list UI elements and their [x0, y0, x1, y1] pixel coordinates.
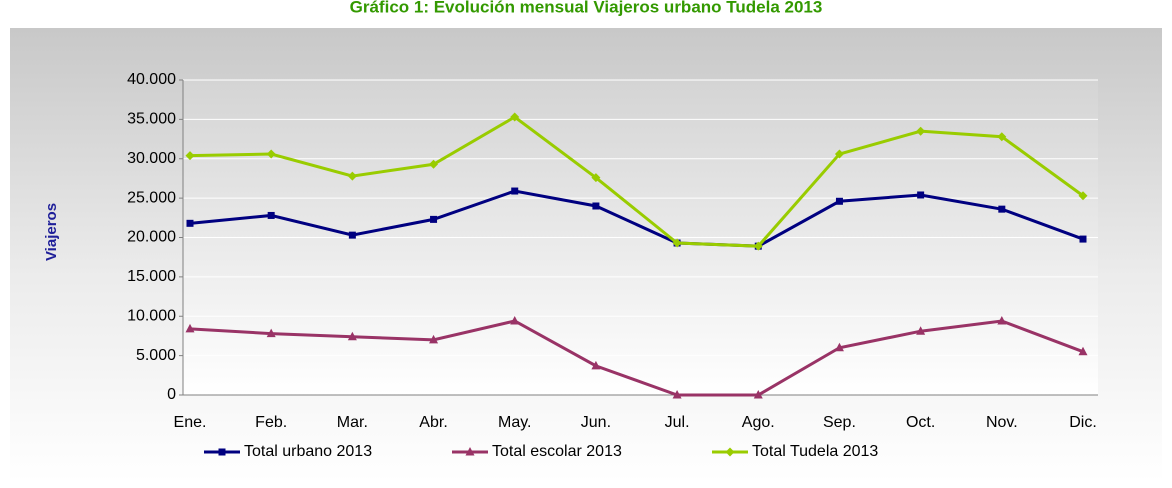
point [1078, 191, 1088, 201]
point [430, 215, 438, 223]
point [510, 315, 520, 325]
x-tick-label: Dic. [1069, 414, 1097, 431]
point [916, 126, 926, 136]
x-tick-label: Feb. [255, 414, 287, 431]
x-tick-label: Oct. [906, 414, 935, 431]
chart-title: Gráfico 1: Evolución mensual Viajeros ur… [350, 0, 823, 16]
point [998, 205, 1006, 213]
point [753, 390, 763, 399]
point [591, 360, 601, 370]
point [753, 241, 763, 251]
series-line [189, 189, 1084, 248]
x-tick-label: Abr. [419, 414, 447, 431]
legend-marker [218, 448, 226, 456]
x-tick-label: Mar. [337, 414, 368, 431]
x-tick-label: Nov. [986, 414, 1018, 431]
series-line [189, 319, 1084, 397]
x-tick-label: Ene. [174, 414, 207, 431]
y-tick-label: 0 [167, 386, 176, 403]
legend-label: Total Tudela 2013 [752, 443, 878, 460]
point [429, 159, 439, 169]
legend-label: Total urbano 2013 [244, 443, 372, 460]
point [1079, 235, 1087, 243]
point [834, 149, 844, 159]
y-tick-label: 5.000 [136, 347, 176, 364]
point [1078, 346, 1088, 356]
x-tick-label: Jul. [665, 414, 690, 431]
y-tick-label: 40.000 [127, 71, 176, 88]
y-tick-label: 20.000 [127, 229, 176, 246]
x-tick-label: May. [498, 414, 531, 431]
point [267, 211, 275, 219]
y-tick-label: 25.000 [127, 189, 176, 206]
point [835, 197, 843, 205]
point [997, 315, 1007, 325]
point [834, 342, 844, 352]
y-tick-label: 15.000 [127, 268, 176, 285]
point [510, 112, 520, 122]
x-tick-label: Ago. [742, 414, 775, 431]
y-axis-label: Viajeros [43, 203, 60, 261]
y-tick-label: 35.000 [127, 111, 176, 128]
point [185, 151, 195, 161]
point [347, 171, 357, 181]
point [997, 132, 1007, 142]
x-tick-label: Sep. [823, 414, 856, 431]
point [186, 219, 194, 227]
legend-marker [465, 447, 475, 456]
point [591, 173, 601, 183]
point [672, 238, 682, 248]
series-line [189, 115, 1084, 248]
x-tick-label: Jun. [581, 414, 611, 431]
point [511, 187, 519, 195]
legend-marker [725, 447, 735, 457]
point [348, 231, 356, 239]
point [429, 334, 439, 344]
point [916, 326, 926, 335]
point [347, 331, 357, 341]
y-tick-label: 30.000 [127, 150, 176, 167]
point [266, 328, 276, 338]
point [266, 149, 276, 159]
point [672, 390, 682, 399]
y-tick-label: 10.000 [127, 307, 176, 324]
legend-label: Total escolar 2013 [492, 443, 622, 460]
point [185, 323, 195, 333]
point [917, 191, 925, 199]
point [592, 202, 600, 210]
